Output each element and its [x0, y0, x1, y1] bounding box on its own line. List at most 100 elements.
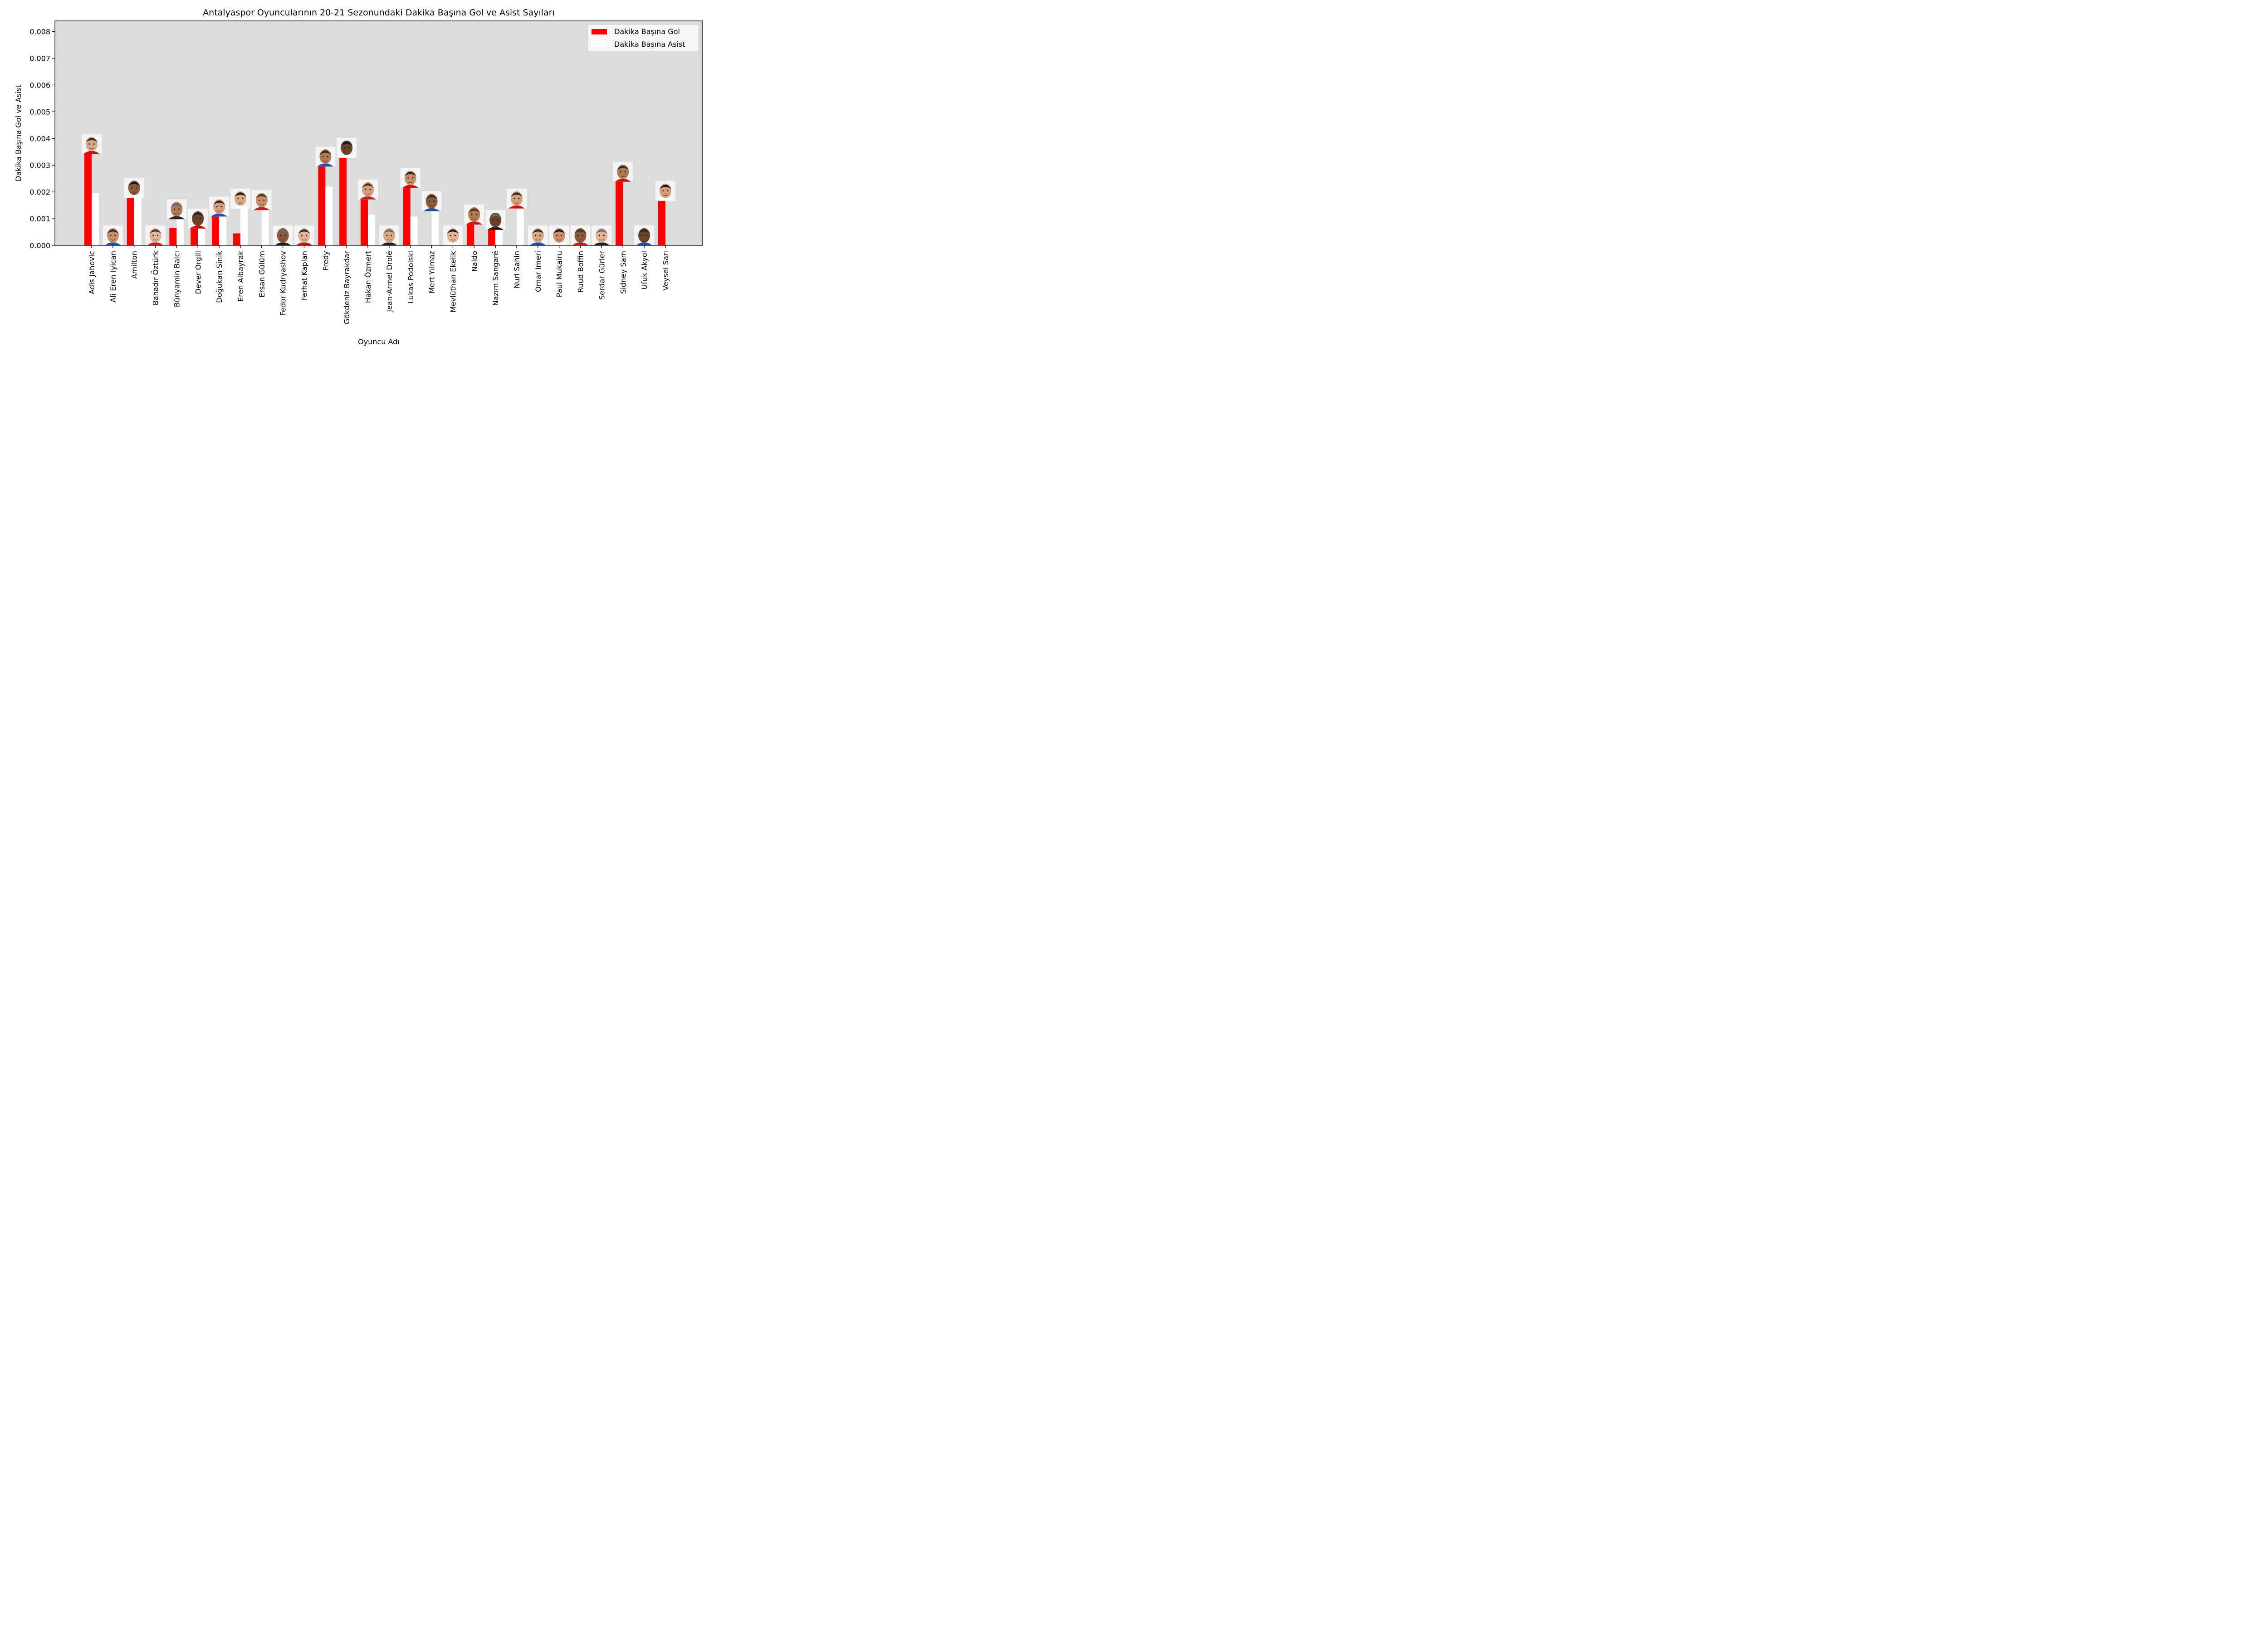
x-tick-label: Bahadır Öztürk [152, 250, 160, 305]
bar-chart: 0.000 0.001 0.002 0.003 0.004 0.005 0.006 0.007… [14, 8, 703, 346]
x-tick-label: Fedor Kudryashov [279, 251, 288, 316]
player-photo [188, 208, 208, 229]
x-tick-label: Ruud Boffin [577, 251, 585, 293]
y-tick-label: 0.000 [29, 241, 50, 250]
player-photo [400, 168, 420, 188]
bar-goals [339, 157, 347, 245]
player-photo [570, 225, 591, 245]
player-photo [209, 196, 230, 217]
player-photo [655, 181, 675, 201]
bar-assists [198, 228, 205, 245]
bar-assists [517, 208, 524, 245]
y-tick-label: 0.002 [29, 188, 50, 196]
y-tick-label: 0.006 [29, 81, 50, 89]
x-axis: Adis Jahovic Ali Eren Iyican Amilton Bahadı… [88, 245, 670, 324]
x-tick-label: Ersan Gülüm [258, 251, 266, 298]
player-photo [103, 225, 123, 245]
player-photo [145, 225, 166, 245]
bar-assists [325, 186, 333, 245]
player-photo [315, 147, 336, 167]
bar-assists [240, 208, 248, 245]
bar-goals [658, 200, 665, 245]
player-photo [443, 225, 463, 245]
player-photo [634, 225, 655, 245]
bar-goals [318, 166, 326, 245]
bar-goals [361, 199, 368, 245]
player-photo [124, 178, 144, 198]
bar-assists [176, 219, 184, 245]
x-tick-label: Ufuk Akyol [640, 251, 649, 289]
player-photos [82, 134, 675, 245]
y-tick-label: 0.003 [29, 161, 50, 170]
player-photo [166, 199, 187, 220]
x-tick-label: Naldo [470, 251, 479, 272]
y-tick-label: 0.004 [29, 134, 50, 143]
bar-goals [233, 233, 240, 245]
bar-assists [495, 230, 503, 245]
player-photo [464, 205, 484, 225]
x-tick-label: Hakan Özmert [364, 251, 372, 303]
bar-goals [191, 228, 198, 245]
player-photo [230, 188, 250, 209]
player-photo [251, 190, 272, 210]
y-tick-label: 0.001 [29, 215, 50, 223]
bars-group [84, 154, 665, 245]
x-tick-label: Ali Eren Iyican [109, 251, 117, 303]
bar-goals [127, 198, 134, 245]
player-photo [507, 188, 527, 209]
x-tick-label: Mevlüthan Ekelik [449, 250, 457, 313]
bar-goals [616, 181, 623, 245]
bar-assists [410, 216, 418, 245]
plot-frame [54, 20, 703, 246]
x-tick-label: Veysel Sarı [661, 251, 670, 291]
player-photo [82, 134, 102, 154]
x-tick-label: Adis Jahovic [88, 251, 96, 294]
player-photo [613, 161, 633, 182]
x-tick-label: Jean-Armel Drolé [385, 251, 394, 313]
player-photo [379, 225, 399, 245]
bar-goals [403, 188, 411, 245]
x-tick-label: Nazım Sangaré [491, 251, 500, 306]
bar-assists [261, 210, 269, 245]
player-photo [549, 225, 569, 245]
legend-label-goals: Dakika Başına Gol [614, 27, 680, 36]
x-tick-label: Serdar Gürler [597, 251, 606, 300]
x-tick-label: Eren Albayrak [236, 250, 245, 302]
bar-goals [169, 228, 177, 245]
y-axis-title: Dakika Başına Gol ve Asist [14, 85, 23, 181]
player-photo [273, 225, 293, 245]
x-tick-label: Dever Orgill [194, 251, 202, 294]
player-photo [591, 225, 612, 245]
legend-label-assists: Dakika Başına Asist [614, 40, 685, 49]
legend: Dakika Başına Gol Dakika Başına Asist [587, 24, 699, 52]
y-axis: 0.000 0.001 0.002 0.003 0.004 0.005 0.006 0.007… [29, 28, 55, 250]
x-tick-label: Amilton [130, 251, 139, 279]
x-tick-label: Mert Yılmaz [428, 251, 436, 293]
bar-assists [431, 211, 439, 245]
legend-swatch-assists [591, 41, 607, 47]
player-photo [294, 225, 314, 245]
x-tick-label: Nuri Sahin [513, 251, 521, 288]
player-photo [528, 225, 548, 245]
bar-assists [219, 216, 227, 245]
plot-area [55, 21, 703, 245]
bar-goals [467, 225, 474, 245]
y-tick-label: 0.005 [29, 108, 50, 116]
x-tick-label: Doğukan Sinik [215, 250, 224, 303]
bar-assists [134, 198, 142, 245]
bar-goals [212, 216, 220, 245]
x-tick-label: Sidney Sam [619, 251, 627, 294]
chart-container: 0.000 0.001 0.002 0.003 0.004 0.005 0.006 0.007… [0, 0, 711, 356]
x-tick-label: Bünyamin Balcı [172, 251, 181, 307]
legend-box [587, 24, 699, 52]
x-tick-label: Ferhat Kaplan [300, 251, 309, 301]
chart-title: Antalyaspor Oyuncularının 20-21 Sezonund… [203, 8, 555, 18]
x-tick-label: Fredy [321, 251, 330, 271]
x-tick-label: Paul Mukairu [555, 251, 564, 297]
bar-assists [92, 193, 99, 245]
bar-goals [84, 154, 92, 245]
x-axis-title: Oyuncu Adı [358, 337, 400, 346]
legend-swatch-goals [591, 29, 607, 34]
x-tick-label: Lukas Podolski [406, 251, 415, 303]
x-tick-label: Gökdeniz Bayrakdar [342, 251, 351, 324]
